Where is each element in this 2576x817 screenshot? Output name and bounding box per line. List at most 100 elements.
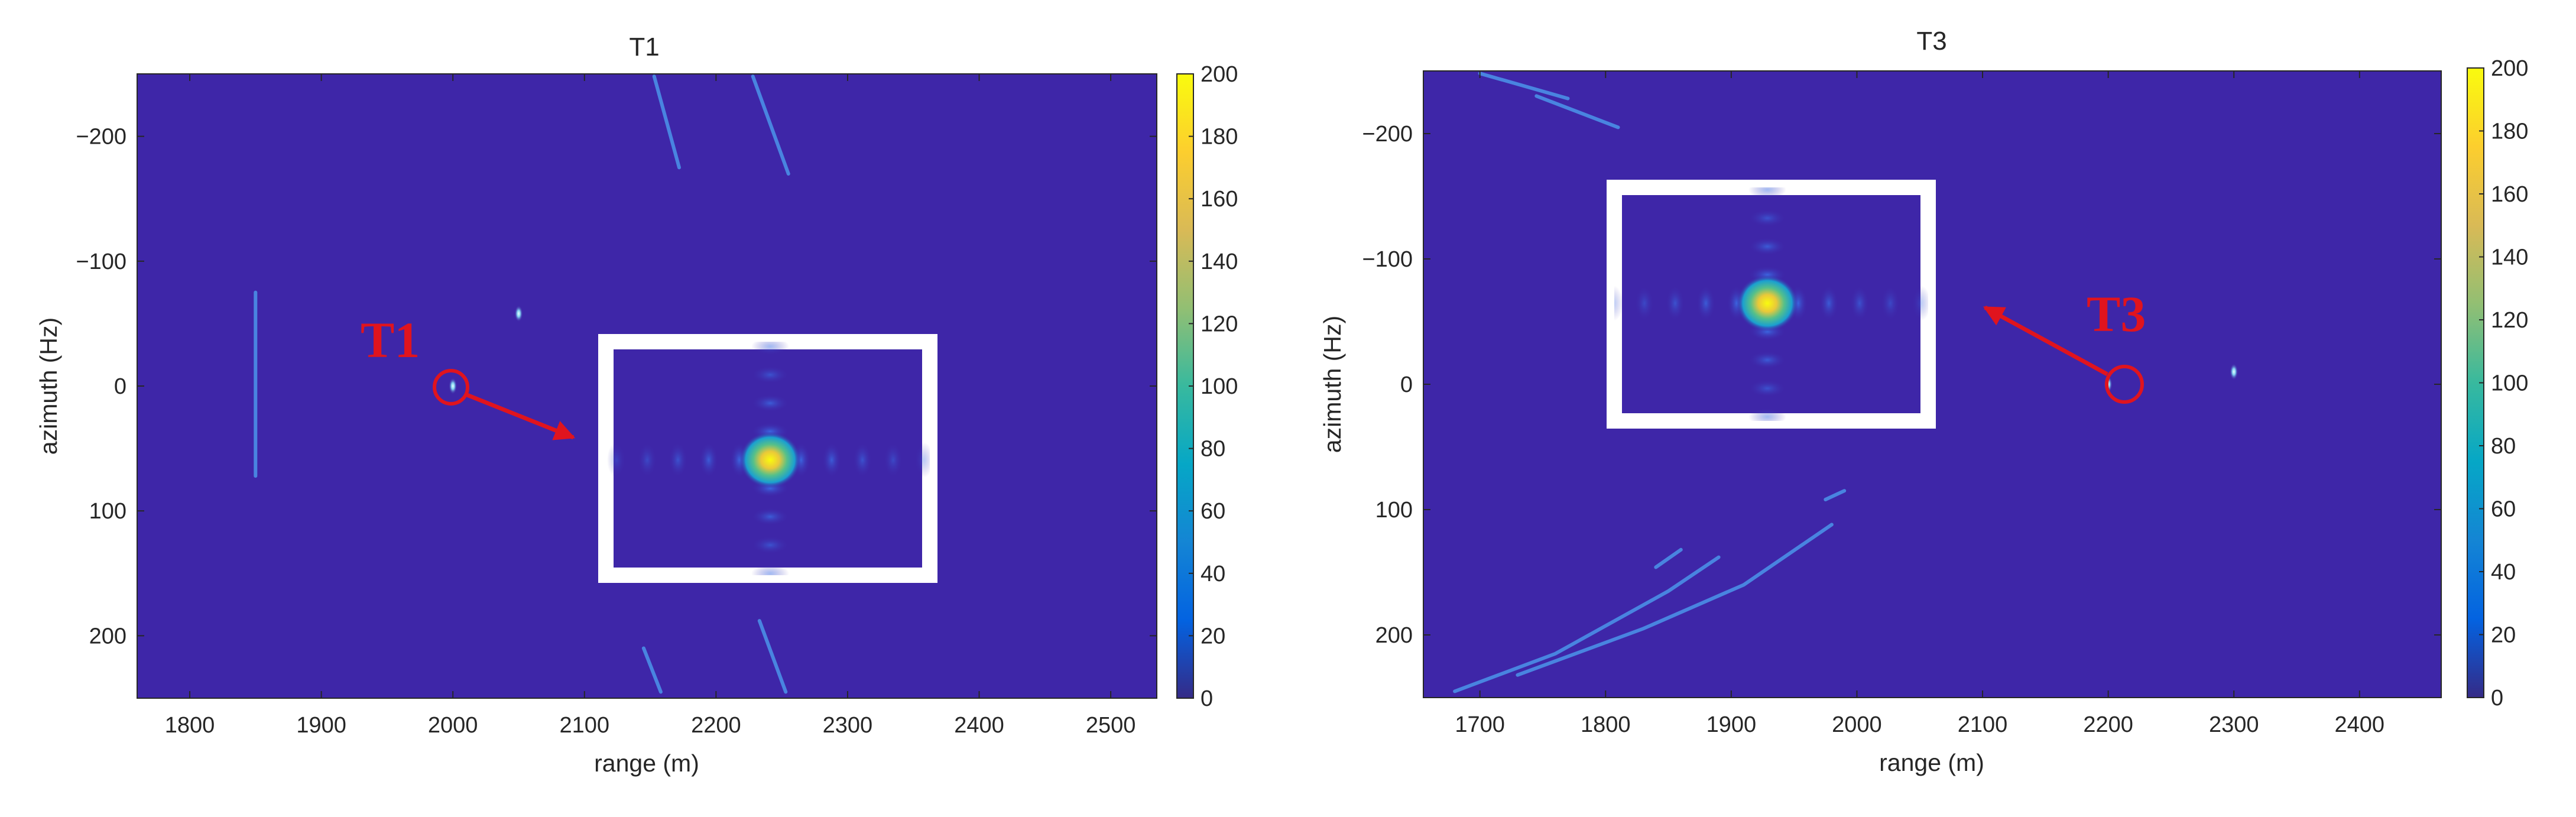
mainlobe-peak — [739, 432, 801, 488]
azimuth-sidelobe — [751, 394, 789, 412]
range-sidelobe — [1666, 286, 1685, 321]
signal-streak — [1453, 555, 1721, 693]
panel-t1: T1 1800 1900 2000 2100 2200 2300 2400 2500−200−… — [35, 33, 1238, 777]
panel-t3-inset-image — [1614, 187, 1928, 421]
range-sidelobe — [607, 442, 626, 478]
azimuth-sidelobe — [751, 366, 789, 384]
signal-streak — [641, 646, 663, 694]
azimuth-sidelobe — [1748, 408, 1786, 421]
signal-streak — [1654, 547, 1683, 569]
panel-t1-ylabel: azimuth (Hz) — [35, 317, 62, 455]
range-sidelobe — [1696, 286, 1715, 321]
x-tick-label: 2500 — [1086, 713, 1136, 738]
colorbar-tick-label: 0 — [2491, 686, 2503, 711]
y-tick-label: 0 — [1400, 372, 1413, 397]
azimuth-sidelobe — [1748, 209, 1786, 227]
signal-streak — [652, 74, 681, 170]
point-scatterer — [449, 378, 458, 394]
signal-streak — [1534, 94, 1620, 129]
colorbar-tick-label: 140 — [2491, 245, 2528, 270]
range-sidelobe — [1912, 286, 1928, 321]
azimuth-sidelobe — [1748, 187, 1786, 199]
panel-t3: T3 1700 1800 1900 2000 2100 2200 2300 2400−200−… — [1319, 27, 2528, 776]
range-sidelobe — [884, 442, 903, 478]
x-tick-label: 2200 — [691, 713, 741, 738]
colorbar-tick-label: 20 — [1201, 624, 1225, 649]
colorbar-tick-label: 60 — [2491, 497, 2516, 522]
range-sidelobe — [822, 442, 841, 478]
range-sidelobe — [1819, 286, 1838, 321]
azimuth-sidelobe — [751, 508, 789, 526]
panel-t1-ticks: 1800 1900 2000 2100 2200 2300 2400 2500−200−100… — [76, 74, 1157, 738]
azimuth-sidelobe — [751, 342, 789, 355]
colorbar-tick-label: 120 — [2491, 308, 2528, 333]
x-tick-label: 2300 — [823, 713, 873, 738]
range-sidelobe — [699, 442, 718, 478]
colorbar-tick-label: 100 — [1201, 374, 1238, 399]
y-tick-label: −200 — [76, 125, 126, 150]
azimuth-sidelobe — [751, 536, 789, 554]
panel-t3-features — [1453, 72, 2238, 693]
y-tick-label: 200 — [89, 624, 126, 649]
colorbar-tick-label: 160 — [2491, 182, 2528, 207]
panel-t3-annotation-label: T3 — [2087, 286, 2146, 342]
colorbar-tick-label: 200 — [2491, 56, 2528, 81]
range-sidelobe — [853, 442, 872, 478]
signal-streak — [751, 74, 790, 176]
signal-streak — [1824, 489, 1847, 501]
azimuth-sidelobe — [751, 565, 789, 575]
colorbar-tick-label: 60 — [1201, 499, 1225, 524]
x-tick-label: 1800 — [1581, 712, 1631, 737]
panel-t1-xlabel: range (m) — [594, 750, 699, 777]
azimuth-sidelobe — [1748, 351, 1786, 369]
colorbar-tick-label: 180 — [1201, 125, 1238, 150]
panel-t3-xlabel: range (m) — [1879, 749, 1984, 776]
panel-t3-ylabel: azimuth (Hz) — [1319, 316, 1346, 453]
colorbar-tick-label: 200 — [1201, 62, 1238, 87]
colorbar-tick-label: 160 — [1201, 187, 1238, 212]
signal-streak — [1516, 523, 1834, 677]
x-tick-label: 2100 — [1958, 712, 2008, 737]
colorbar-tick-label: 40 — [2491, 560, 2516, 585]
x-tick-label: 1900 — [296, 713, 346, 738]
x-tick-label: 2000 — [428, 713, 478, 738]
colorbar-tick-label: 20 — [2491, 623, 2516, 648]
point-scatterer — [514, 305, 523, 322]
panel-t3-colorbar-ticks: 0 20 40 60 80 100 120 140 160 180 200 — [2479, 56, 2528, 711]
panel-t3-inset — [1607, 180, 1936, 429]
range-sidelobe — [669, 442, 687, 478]
x-tick-label: 2400 — [954, 713, 1004, 738]
x-tick-label: 2300 — [2209, 712, 2259, 737]
x-tick-label: 2200 — [2083, 712, 2133, 737]
x-tick-label: 1900 — [1706, 712, 1757, 737]
x-tick-label: 2400 — [2335, 712, 2385, 737]
range-sidelobe — [914, 442, 930, 478]
colorbar-tick-label: 80 — [1201, 437, 1225, 462]
panel-t1-target-circle — [433, 369, 469, 406]
x-tick-label: 1800 — [165, 713, 215, 738]
panel-t1-colorbar-ticks: 0 20 40 60 80 100 120 140 160 180 200 — [1189, 62, 1238, 711]
y-tick-label: 0 — [114, 374, 126, 399]
panel-t3-axes-box — [1423, 70, 2442, 698]
range-sidelobe — [1881, 286, 1900, 321]
panel-t1-features — [254, 74, 790, 694]
panel-t1-arrow — [466, 393, 576, 440]
signal-streak — [1478, 72, 1570, 100]
colorbar-tick-label: 40 — [1201, 562, 1225, 586]
panel-t1-annotation-label: T1 — [361, 312, 420, 368]
y-tick-label: −100 — [76, 249, 126, 274]
colorbar-tick-label: 140 — [1201, 249, 1238, 274]
y-tick-label: −100 — [1362, 247, 1413, 272]
colorbar-tick-label: 120 — [1201, 312, 1238, 336]
panel-t3-title: T3 — [1916, 27, 1946, 56]
y-tick-label: 200 — [1375, 623, 1413, 648]
panel-t1-axes-box — [137, 73, 1157, 699]
range-sidelobe — [1635, 286, 1654, 321]
panel-t3-target-circle — [2105, 365, 2144, 404]
colorbar-tick-label: 0 — [1201, 686, 1213, 711]
colorbar-tick-label: 80 — [2491, 434, 2516, 459]
range-sidelobe — [1614, 286, 1623, 321]
y-tick-label: −200 — [1362, 122, 1413, 147]
colorbar-tick-label: 180 — [2491, 119, 2528, 144]
